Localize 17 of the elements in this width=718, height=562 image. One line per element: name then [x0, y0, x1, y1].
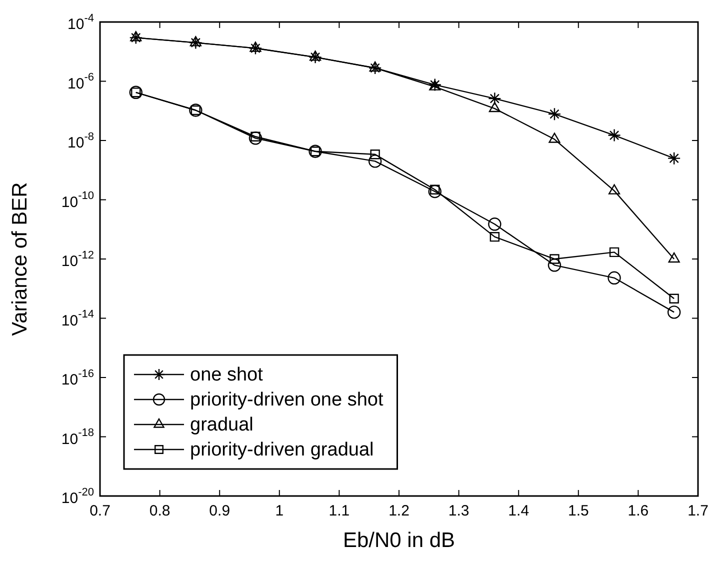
- x-axis-title: Eb/N0 in dB: [342, 529, 456, 552]
- x-tick-label: 1.1: [328, 502, 350, 520]
- x-tick-label: 1.2: [388, 502, 410, 520]
- legend-label: one shot: [190, 364, 264, 386]
- x-tick-label: 0.9: [209, 502, 230, 520]
- x-tick-label: 1.6: [628, 502, 649, 520]
- x-tick-label: 1.4: [508, 502, 530, 520]
- x-tick-label: 0.7: [90, 502, 110, 520]
- x-tick-label: 1: [275, 502, 284, 520]
- x-tick-label: 1.3: [448, 502, 470, 520]
- x-tick-label: 1.5: [568, 502, 589, 520]
- legend-label: priority-driven gradual: [190, 440, 374, 461]
- y-axis-title: Variance of BER: [8, 182, 32, 336]
- x-tick-label: 0.8: [149, 502, 170, 520]
- x-tick-label: 1.7: [688, 502, 708, 520]
- legend-label: gradual: [190, 414, 254, 436]
- legend-label: priority-driven one shot: [190, 390, 384, 411]
